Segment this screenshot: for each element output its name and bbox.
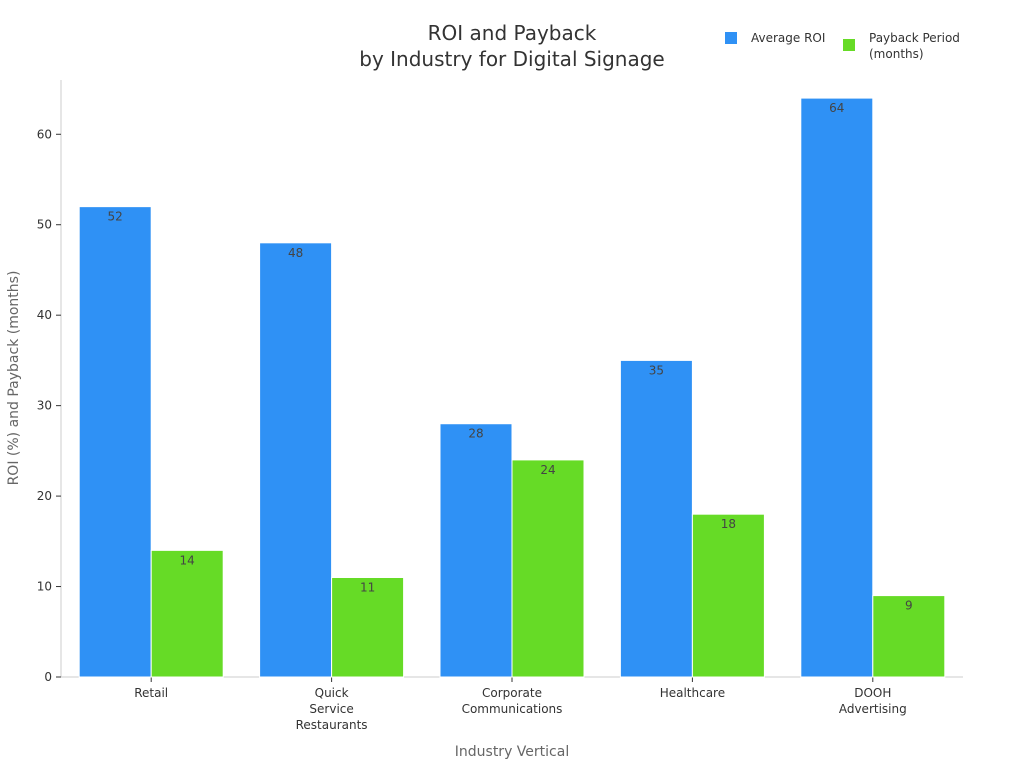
bar-value-label: 64 [829, 101, 844, 115]
bar-value-label: 52 [108, 210, 123, 224]
legend-swatch [725, 32, 737, 44]
x-tick-label: Quick [315, 686, 349, 700]
y-tick-label: 60 [37, 127, 52, 141]
legend: Average ROI Payback Period (months) [725, 31, 960, 61]
y-tick-label: 40 [37, 308, 52, 322]
bar-average-roi [78, 206, 152, 678]
x-axis-title: Industry Vertical [455, 744, 569, 760]
chart-title-line: by Industry for Digital Signage [359, 47, 664, 71]
bars [78, 97, 946, 678]
chart-title-line: ROI and Payback [428, 21, 597, 45]
bar-average-roi [259, 242, 333, 678]
x-tick-label: Healthcare [660, 686, 725, 700]
bar-value-label: 28 [468, 427, 483, 441]
x-tick-label: Communications [462, 702, 563, 716]
legend-label: (months) [869, 47, 924, 61]
legend-label: Average ROI [751, 31, 825, 45]
x-tick-label: Restaurants [296, 718, 368, 732]
x-tick-label: Retail [134, 686, 168, 700]
bar-average-roi [800, 97, 874, 678]
legend-label: Payback Period [869, 31, 960, 45]
y-tick-label: 50 [37, 218, 52, 232]
x-tick-label: Corporate [482, 686, 542, 700]
bar-payback-period [691, 513, 765, 678]
bar-average-roi [619, 359, 693, 678]
y-tick-label: 20 [37, 489, 52, 503]
bar-value-label: 9 [905, 599, 913, 613]
bar-value-label: 14 [180, 553, 195, 567]
bar-payback-period [511, 459, 585, 678]
data-labels: 52 14 48 11 28 24 35 18 64 9 [108, 101, 913, 612]
x-tick-label: DOOH [854, 686, 891, 700]
bar-payback-period [872, 595, 946, 678]
bar-value-label: 18 [721, 517, 736, 531]
bar-payback-period [331, 577, 405, 678]
y-tick-label: 0 [44, 670, 52, 684]
bar-value-label: 24 [540, 463, 555, 477]
legend-swatch [843, 39, 855, 51]
bar-value-label: 48 [288, 246, 303, 260]
bar-value-label: 11 [360, 581, 375, 595]
y-tick-label: 30 [37, 399, 52, 413]
y-tick-label: 10 [37, 580, 52, 594]
y-axis-title: ROI (%) and Payback (months) [6, 271, 22, 486]
axes: 0 10 20 30 40 50 60 Retail Quick Service Restauran… [37, 80, 963, 732]
x-tick-label: Advertising [839, 702, 907, 716]
x-tick-label: Service [309, 702, 353, 716]
bar-average-roi [439, 423, 513, 678]
bar-value-label: 35 [649, 363, 664, 377]
bar-payback-period [150, 549, 224, 678]
